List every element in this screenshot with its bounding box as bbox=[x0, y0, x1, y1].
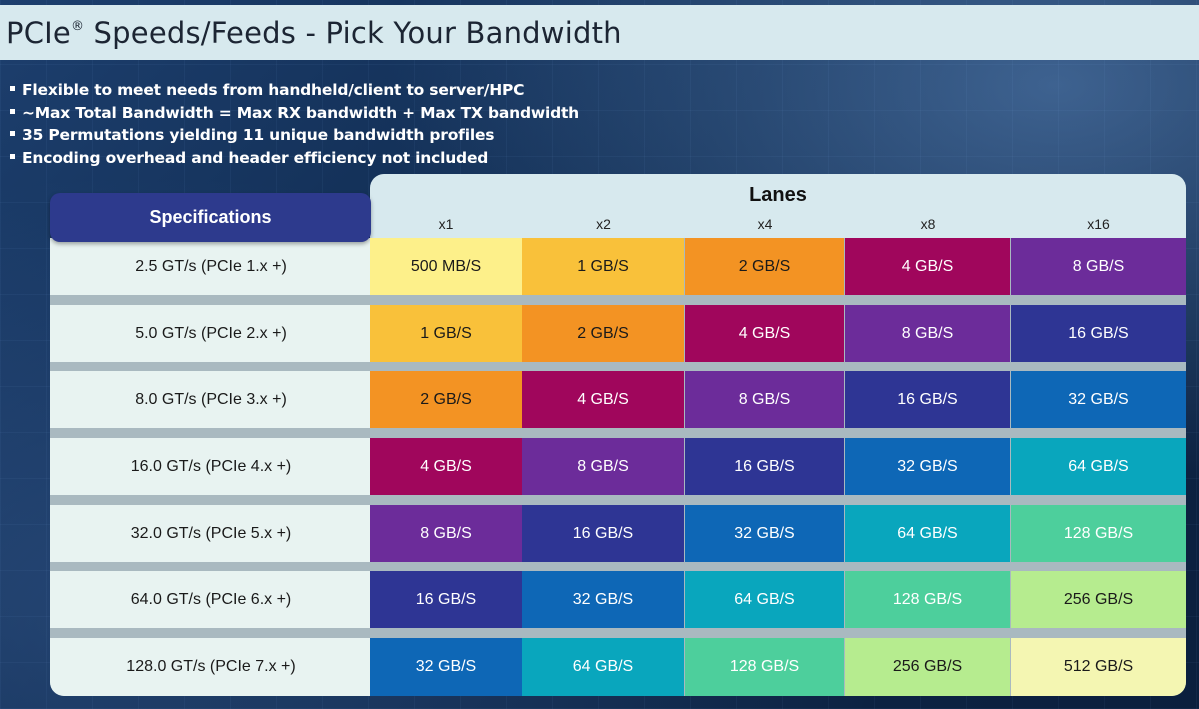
bandwidth-cell: 4 GB/S bbox=[845, 238, 1010, 295]
bandwidth-cell: 32 GB/S bbox=[845, 438, 1010, 495]
bandwidth-cell: 16 GB/S bbox=[845, 371, 1010, 428]
bandwidth-cell: 2 GB/S bbox=[522, 305, 684, 362]
bandwidth-cell: 128 GB/S bbox=[845, 571, 1010, 628]
bandwidth-cell: 16 GB/S bbox=[1011, 305, 1186, 362]
bullet-item: Flexible to meet needs from handheld/cli… bbox=[10, 79, 579, 102]
spec-row-label: 32.0 GT/s (PCIe 5.x +) bbox=[50, 505, 372, 562]
bandwidth-cell: 256 GB/S bbox=[845, 638, 1010, 696]
bandwidth-grid: 500 MB/S 1 GB/S 2 GB/S 4 GB/S 8 GB/S 1 GB/S 2 … bbox=[370, 238, 1186, 696]
spec-row-label: 16.0 GT/s (PCIe 4.x +) bbox=[50, 438, 372, 495]
spec-row-label: 5.0 GT/s (PCIe 2.x +) bbox=[50, 305, 372, 362]
bandwidth-cell: 8 GB/S bbox=[1011, 238, 1186, 295]
title-bar: PCIe® Speeds/Feeds - Pick Your Bandwidth bbox=[0, 5, 1199, 60]
bandwidth-cell: 64 GB/S bbox=[685, 571, 844, 628]
bullet-square-icon bbox=[10, 86, 15, 91]
bandwidth-cell: 64 GB/S bbox=[522, 638, 684, 696]
spec-row-label: 2.5 GT/s (PCIe 1.x +) bbox=[50, 238, 372, 295]
lanes-title: Lanes bbox=[749, 184, 807, 206]
lane-label-x8: x8 bbox=[920, 216, 936, 232]
lane-label-x2: x2 bbox=[596, 216, 611, 232]
bandwidth-cell: 128 GB/S bbox=[1011, 505, 1186, 562]
title-registered-mark: ® bbox=[70, 18, 85, 34]
bandwidth-cell: 32 GB/S bbox=[1011, 371, 1186, 428]
lanes-header-panel: Lanes x1 x2 x4 x8 x16 bbox=[370, 174, 1186, 240]
bullet-item: 35 Permutations yielding 11 unique bandw… bbox=[10, 124, 579, 147]
bandwidth-cell: 256 GB/S bbox=[1011, 571, 1186, 628]
bandwidth-cell: 8 GB/S bbox=[370, 505, 522, 562]
bullet-list: Flexible to meet needs from handheld/cli… bbox=[10, 79, 579, 169]
bandwidth-cell: 128 GB/S bbox=[685, 638, 844, 696]
bullet-item: Encoding overhead and header efficiency … bbox=[10, 147, 579, 170]
bandwidth-cell: 32 GB/S bbox=[522, 571, 684, 628]
bandwidth-cell: 8 GB/S bbox=[685, 371, 844, 428]
bandwidth-cell: 1 GB/S bbox=[522, 238, 684, 295]
bandwidth-cell: 32 GB/S bbox=[370, 638, 522, 696]
specifications-column: 2.5 GT/s (PCIe 1.x +) 5.0 GT/s (PCIe 2.x … bbox=[50, 238, 372, 696]
specifications-header-label: Specifications bbox=[149, 207, 272, 227]
bandwidth-cell: 4 GB/S bbox=[522, 371, 684, 428]
specifications-header: Specifications bbox=[50, 193, 371, 242]
bandwidth-cell: 500 MB/S bbox=[370, 238, 522, 295]
page-title: PCIe® Speeds/Feeds - Pick Your Bandwidth bbox=[6, 16, 622, 50]
spec-row-label: 64.0 GT/s (PCIe 6.x +) bbox=[50, 571, 372, 628]
bandwidth-cell: 64 GB/S bbox=[1011, 438, 1186, 495]
bandwidth-cell: 8 GB/S bbox=[522, 438, 684, 495]
bandwidth-cell: 16 GB/S bbox=[522, 505, 684, 562]
lane-label-x1: x1 bbox=[438, 216, 454, 232]
bandwidth-cell: 32 GB/S bbox=[685, 505, 844, 562]
bullet-text: Encoding overhead and header efficiency … bbox=[22, 148, 489, 167]
bullet-square-icon bbox=[10, 108, 15, 114]
bandwidth-cell: 8 GB/S bbox=[845, 305, 1010, 362]
title-rest: Speeds/Feeds - Pick Your Bandwidth bbox=[84, 15, 622, 50]
title-pcie: PCIe bbox=[6, 15, 71, 50]
bandwidth-cell: 16 GB/S bbox=[685, 438, 844, 495]
bullet-square-icon bbox=[10, 131, 15, 136]
bandwidth-cell: 2 GB/S bbox=[685, 238, 844, 295]
bullet-square-icon bbox=[10, 153, 15, 159]
bandwidth-cell: 1 GB/S bbox=[370, 305, 522, 362]
lane-label-x16: x16 bbox=[1087, 216, 1110, 232]
bullet-text: 35 Permutations yielding 11 unique bandw… bbox=[22, 126, 495, 144]
bandwidth-cell: 4 GB/S bbox=[685, 305, 844, 362]
bullet-item: ~Max Total Bandwidth = Max RX bandwidth … bbox=[10, 102, 579, 125]
bandwidth-cell: 512 GB/S bbox=[1011, 638, 1186, 696]
bandwidth-cell: 16 GB/S bbox=[370, 571, 522, 628]
lane-label-x4: x4 bbox=[757, 216, 773, 232]
spec-row-label: 8.0 GT/s (PCIe 3.x +) bbox=[50, 371, 372, 428]
bullet-text: ~Max Total Bandwidth = Max RX bandwidth … bbox=[22, 103, 580, 122]
bandwidth-cell: 4 GB/S bbox=[370, 438, 522, 495]
bandwidth-cell: 2 GB/S bbox=[370, 371, 522, 428]
spec-row-label: 128.0 GT/s (PCIe 7.x +) bbox=[50, 638, 372, 696]
bandwidth-cell: 64 GB/S bbox=[845, 505, 1010, 562]
bullet-text: Flexible to meet needs from handheld/cli… bbox=[22, 81, 525, 99]
